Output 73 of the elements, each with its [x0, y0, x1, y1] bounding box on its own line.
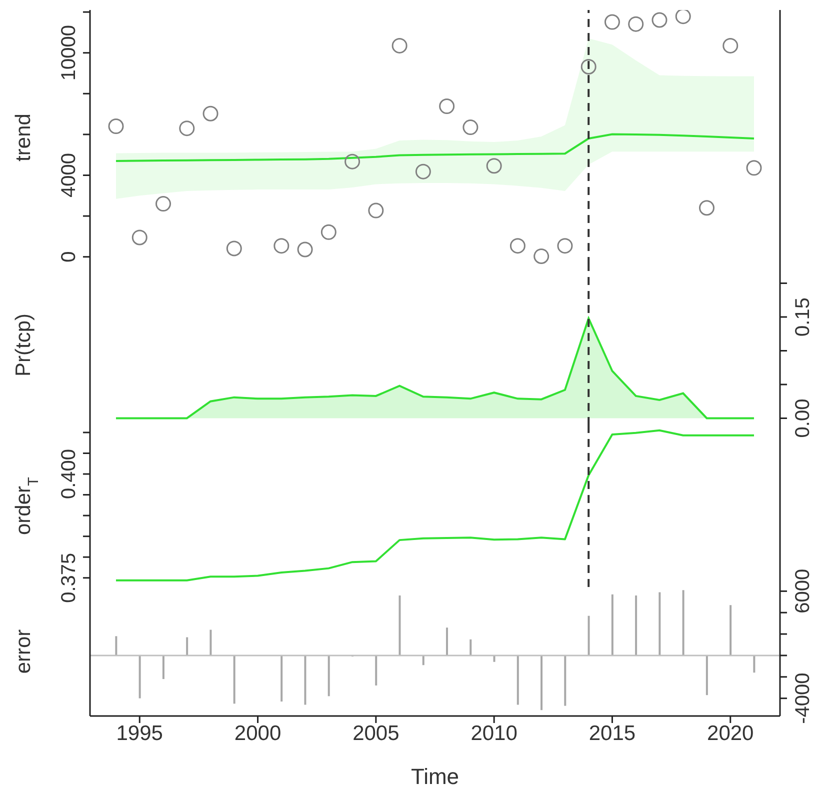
x-tick-label: 2020	[707, 722, 754, 745]
point	[297, 242, 313, 258]
y-axis-title: trend	[12, 114, 35, 162]
bar	[422, 655, 424, 666]
point	[510, 238, 526, 254]
y2-tick-label: 0.00	[792, 398, 813, 438]
point	[439, 98, 455, 114]
x-tick-label: 2015	[588, 722, 636, 745]
point	[675, 10, 691, 24]
bar	[564, 655, 566, 706]
bar	[516, 655, 519, 705]
point	[652, 12, 668, 28]
point	[202, 106, 218, 122]
point	[462, 120, 478, 136]
point	[392, 38, 408, 54]
bar	[658, 592, 661, 656]
point	[486, 158, 502, 174]
point	[698, 200, 714, 216]
bar	[540, 655, 543, 710]
point	[156, 196, 172, 212]
x-tick-label: 1995	[116, 722, 163, 745]
point	[179, 120, 195, 136]
point	[557, 238, 573, 254]
point	[274, 238, 290, 254]
x-tick-label: 2000	[234, 722, 282, 745]
bar	[635, 595, 638, 656]
point	[108, 118, 124, 134]
bar	[611, 594, 614, 656]
y-tick-label: 0	[58, 251, 80, 262]
bar	[730, 605, 732, 656]
bar	[162, 655, 164, 680]
y2-tick-label: 0.15	[792, 298, 813, 336]
bar	[588, 616, 590, 656]
x-tick-label: 2010	[470, 722, 518, 745]
bar	[398, 595, 401, 656]
bar	[280, 655, 283, 702]
y-axis-title: Pr(tcp)	[12, 314, 35, 376]
y-tick-label: 4000	[58, 152, 80, 198]
point	[368, 202, 384, 218]
point	[580, 58, 596, 74]
bar	[753, 655, 756, 673]
y-tick-label: 0.375	[58, 552, 80, 603]
point	[746, 160, 762, 176]
y2-tick-label: -4000	[792, 672, 813, 724]
bar	[115, 636, 118, 656]
point	[604, 14, 620, 30]
bar	[493, 655, 496, 662]
bar	[210, 630, 212, 656]
point	[628, 16, 644, 32]
y-tick-label: 10000	[58, 25, 80, 81]
bar	[375, 655, 378, 686]
point	[344, 154, 360, 170]
y-tick-label: 0.400	[58, 448, 80, 500]
y-axis-title: error	[12, 629, 35, 674]
y2-tick-label: 6000	[792, 568, 813, 614]
point	[320, 224, 336, 240]
bar	[446, 628, 448, 656]
point	[132, 230, 148, 246]
point	[534, 248, 550, 264]
x-tick-label: 2005	[352, 722, 400, 745]
point	[415, 164, 431, 180]
bar	[682, 590, 684, 656]
bar	[186, 637, 188, 656]
line-series	[114, 429, 756, 582]
bar	[138, 655, 141, 698]
bar	[470, 639, 472, 656]
point	[722, 38, 738, 54]
bar	[233, 655, 236, 704]
bar	[328, 655, 330, 696]
x-axis-title: Time	[410, 764, 460, 789]
point	[226, 240, 242, 256]
bar	[304, 655, 306, 705]
bar	[706, 655, 708, 696]
